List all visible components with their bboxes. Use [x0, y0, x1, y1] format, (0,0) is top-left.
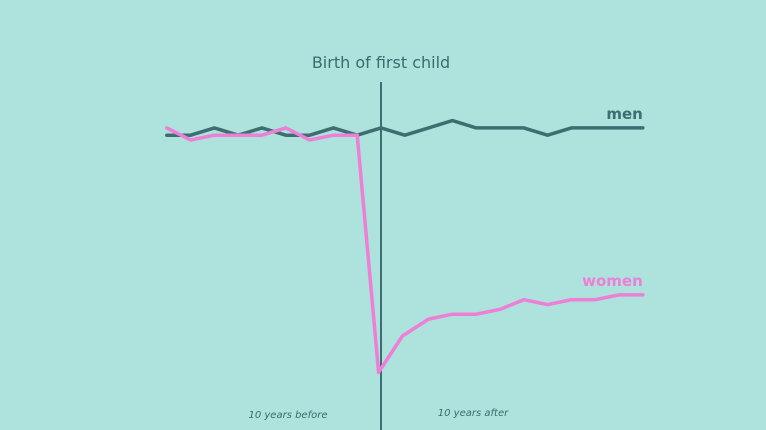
series-label-women: women [582, 272, 643, 290]
tick-label-before: 10 years before [248, 410, 327, 421]
event-label: Birth of first child [312, 53, 450, 72]
tick-label-after: 10 years after [438, 408, 509, 419]
series-line-men [165, 118, 645, 137]
series-line-women [165, 126, 645, 375]
series-label-men: men [606, 105, 642, 123]
series-layer [165, 118, 645, 375]
series-label-layer: men women [582, 105, 643, 290]
